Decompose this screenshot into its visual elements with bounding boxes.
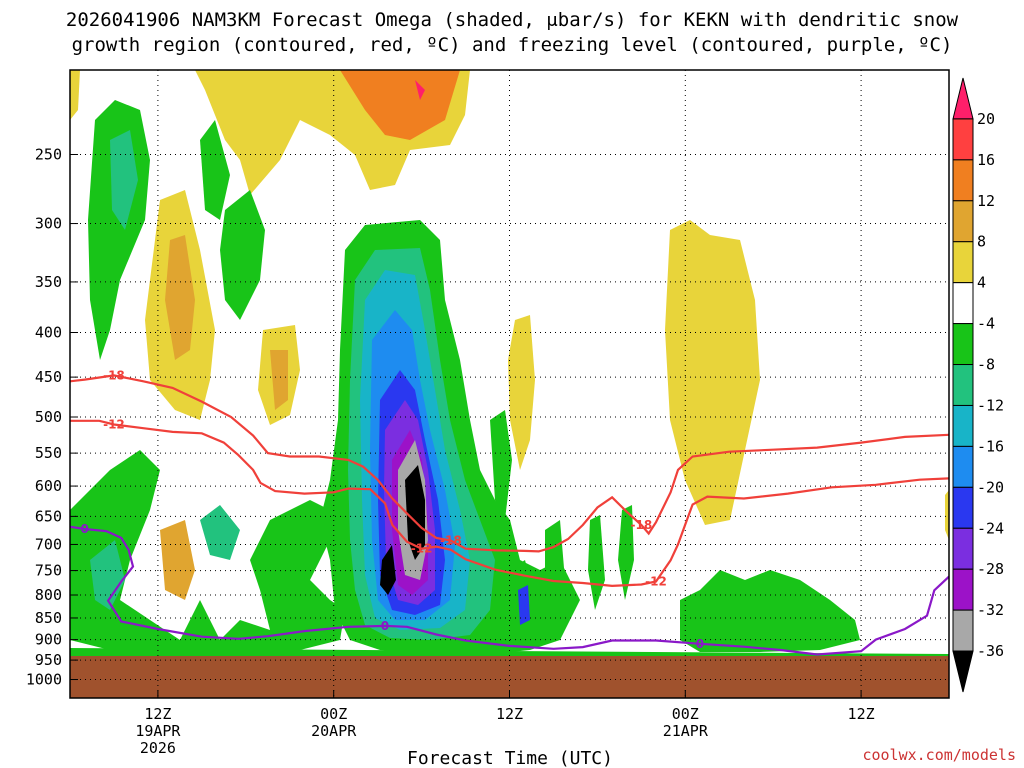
colorbar-bin [952, 159, 974, 202]
colorbar: 20 16 12 8 4 -4 -8 -12 -16 -20 -24 -28 -32 -36 [952, 77, 1004, 693]
y-tick-label: 600 [35, 477, 62, 495]
omega-positive-region [508, 315, 535, 470]
colorbar-bin [952, 364, 974, 406]
colorbar-label: -28 [977, 560, 1004, 578]
colorbar-label: -8 [977, 356, 995, 374]
x-tick-label: 12Z [496, 705, 523, 723]
omega-positive-region [165, 235, 195, 360]
colorbar-bin [952, 445, 974, 488]
contour-line-0 [70, 419, 949, 588]
chart-title-line-2: growth region (contoured, red, ºC) and f… [72, 34, 953, 56]
omega-negative-region [618, 505, 634, 600]
plot-frame [69, 69, 950, 699]
omega-positive-region [160, 520, 195, 600]
contour-label: -18 [440, 534, 462, 548]
colorbar-label: 4 [977, 274, 986, 292]
omega-negative-region [588, 515, 605, 610]
colorbar-bin [952, 323, 974, 366]
y-tick-label: 850 [35, 609, 62, 627]
omega-positive-region [70, 70, 80, 120]
contour-line-2 [70, 525, 949, 656]
colorbar-label: -24 [977, 519, 1004, 537]
omega-positive-region [415, 80, 425, 100]
omega-negative-region [405, 465, 425, 560]
x-tick-label: 12Z [848, 705, 875, 723]
contour-label: -18 [103, 368, 125, 382]
contour-label: 0 [381, 619, 389, 633]
y-tick-label: 650 [35, 507, 62, 525]
colorbar-label: -12 [977, 396, 1004, 414]
colorbar-cap-bottom [952, 650, 974, 693]
colorbar-bin [952, 241, 974, 284]
omega-negative-region [680, 570, 860, 652]
omega-positive-region [340, 70, 460, 140]
contour-label: -12 [103, 418, 125, 432]
omega-negative-region [490, 410, 512, 520]
colorbar-bin [952, 118, 974, 161]
y-tick-label: 550 [35, 444, 62, 462]
x-tick-label: 2026 [140, 739, 176, 757]
x-tick-label: 19APR [135, 722, 181, 740]
contour-label: 0 [80, 522, 88, 536]
x-tick-label: 20APR [311, 722, 357, 740]
contour-label: -12 [645, 575, 667, 589]
colorbar-label: 16 [977, 151, 995, 169]
y-tick-label: 700 [35, 535, 62, 553]
omega-negative-region [70, 450, 345, 660]
colorbar-label: -16 [977, 437, 1004, 455]
x-axis-title: Forecast Time (UTC) [407, 748, 613, 768]
omega-positive-region [665, 220, 760, 525]
colorbar-bin [952, 568, 974, 611]
colorbar-bin [952, 404, 974, 447]
colorbar-label: 20 [977, 110, 995, 128]
colorbar-bin [952, 486, 974, 529]
colorbar-bin [952, 527, 974, 570]
colorbar-label: -36 [977, 642, 1004, 660]
colorbar-label: -32 [977, 601, 1004, 619]
omega-positive-region [270, 350, 288, 410]
contour-label: -18 [631, 518, 653, 532]
y-tick-label: 500 [35, 408, 62, 426]
y-tick-label: 950 [35, 651, 62, 669]
y-tick-label: 750 [35, 562, 62, 580]
contour-line-1 [70, 374, 949, 553]
x-tick-label: 12Z [144, 705, 171, 723]
omega-negative-region [220, 190, 265, 320]
omega-negative-region [518, 585, 530, 625]
colorbar-bin [952, 609, 974, 652]
contour-lines: -12 -12 -12 -18 -18 -18 0 0 0 [70, 368, 949, 656]
y-tick-label: 350 [35, 273, 62, 291]
colorbar-bin [952, 282, 974, 325]
x-tick-label: 21APR [663, 722, 709, 740]
omega-negative-region [200, 505, 240, 560]
colorbar-label: -20 [977, 478, 1004, 496]
chart-title-line-1: 2026041906 NAM3KM Forecast Omega (shaded… [66, 9, 959, 31]
colorbar-bin [952, 200, 974, 243]
colorbar-label: 12 [977, 192, 995, 210]
credit-text: coolwx.com/models [862, 746, 1016, 764]
omega-negative-region [200, 120, 230, 220]
y-tick-label: 250 [35, 146, 62, 164]
y-tick-label: 1000 [26, 671, 62, 689]
x-tick-label: 00Z [320, 705, 347, 723]
colorbar-label: 8 [977, 233, 986, 251]
y-tick-label: 400 [35, 324, 62, 342]
y-tick-label: 800 [35, 586, 62, 604]
axes: 250 300 350 400 450 500 550 600 650 700 750 800 850 9… [26, 146, 875, 757]
y-tick-label: 450 [35, 368, 62, 386]
contour-label: -12 [411, 542, 433, 556]
omega-negative-region [945, 490, 949, 540]
x-tick-label: 00Z [672, 705, 699, 723]
contour-label: 0 [696, 637, 704, 651]
omega-negative-region [380, 545, 396, 595]
colorbar-cap-top [952, 77, 974, 120]
y-tick-label: 900 [35, 631, 62, 649]
omega-negative-region [70, 648, 949, 656]
y-tick-label: 300 [35, 215, 62, 233]
omega-negative-region [90, 540, 125, 610]
colorbar-label: -4 [977, 315, 995, 333]
